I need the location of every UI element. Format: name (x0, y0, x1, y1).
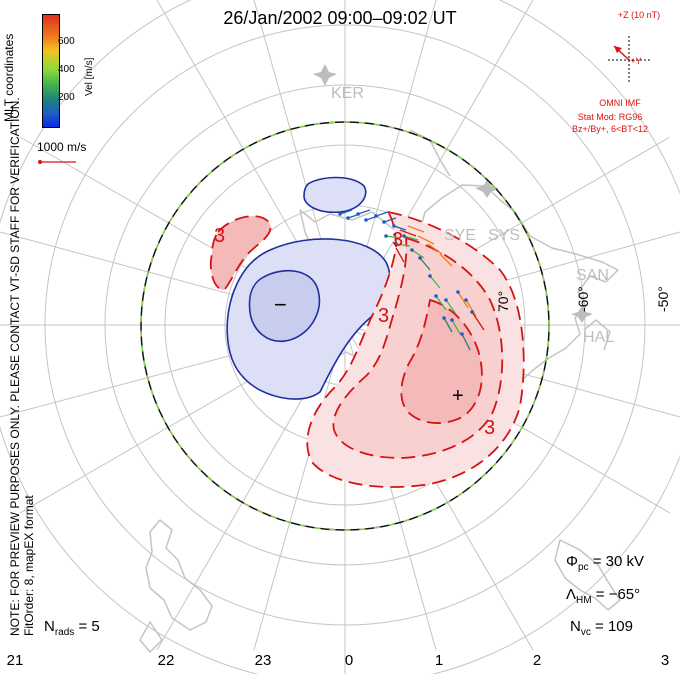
positive-cell (209, 210, 525, 488)
contour-label: 3 (484, 417, 495, 439)
mlt-label: 21 (6, 652, 24, 669)
latitude-label-70: 70° (495, 291, 511, 312)
station-label-sye: SYE (444, 227, 476, 244)
contour-label: 3 (392, 229, 403, 251)
latitude-labels: 70° -60° -50° (495, 286, 671, 312)
colorbar-label: Vel [m/s] (84, 57, 95, 96)
mlt-label: 1 (434, 652, 444, 669)
statistical-model-label: Stat Mod: RG96 (577, 112, 643, 122)
vector-count: Nvc = 109 (570, 618, 633, 638)
station-label-sys: SYS (488, 227, 520, 244)
hm-boundary-dash (140, 121, 550, 531)
imf-magnitude-label: +Z (10 nT) (617, 10, 661, 20)
contour-labels: 3 3 3 3 (214, 225, 495, 439)
fit-order-label: FitOrder: 8, mapEX format (22, 495, 36, 636)
mlt-label: 23 (254, 652, 272, 669)
negative-cell (226, 176, 391, 400)
colorbar-tick: 400 (58, 64, 75, 75)
station-label-san: SAN (576, 267, 609, 284)
hm-boundary-latitude: ΛHM = −65° (566, 586, 641, 606)
station-label-ker: KER (331, 85, 364, 102)
map-title: 26/Jan/2002 09:00–09:02 UT (223, 8, 457, 28)
mlt-label: 2 (532, 652, 542, 669)
contour-label: 3 (214, 225, 225, 247)
latitude-label-60: -60° (575, 286, 591, 312)
station-label-hal: HAL (583, 329, 614, 346)
imf-condition-label: Bz+/By+, 6<BT<12 (571, 124, 649, 134)
imf-dial (608, 36, 650, 84)
velocity-vectors (338, 209, 485, 351)
velocity-scale-origin (38, 160, 42, 164)
latitude-label-50: -50° (655, 286, 671, 312)
mlt-label: 0 (344, 652, 354, 669)
colorbar-tick: 600 (58, 36, 75, 47)
colorbar-tick: 200 (58, 92, 75, 103)
velocity-scale-label: 1000 m/s (37, 140, 87, 154)
contour-label: 3 (378, 305, 389, 327)
station-marker (313, 64, 593, 323)
station-labels: KER SYE SYS SAN HAL (331, 85, 614, 346)
cross-polar-cap-potential: Φpc = 30 kV (566, 553, 644, 573)
radar-count: Nrads = 5 (44, 618, 100, 638)
mlt-label: 3 (660, 652, 670, 669)
potential-maximum-marker: + (452, 385, 464, 407)
imf-source-label: OMNI IMF (599, 98, 641, 108)
preview-note: NOTE: FOR PREVIEW PURPOSES ONLY. PLEASE … (8, 97, 22, 636)
imf-y-label: +Y (630, 56, 642, 66)
velocity-colorbar (42, 14, 60, 128)
mlt-label: 22 (157, 652, 175, 669)
potential-minimum-marker: − (274, 292, 287, 317)
